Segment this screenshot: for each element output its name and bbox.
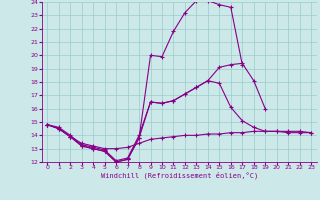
X-axis label: Windchill (Refroidissement éolien,°C): Windchill (Refroidissement éolien,°C) [100,172,258,179]
